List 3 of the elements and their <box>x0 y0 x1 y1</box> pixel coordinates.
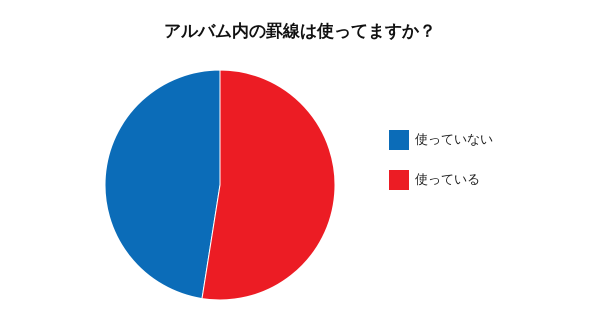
chart-title: アルバム内の罫線は使ってますか？ <box>164 22 436 42</box>
legend-label: 使っていない <box>415 132 493 148</box>
legend-label: 使っている <box>415 172 480 188</box>
